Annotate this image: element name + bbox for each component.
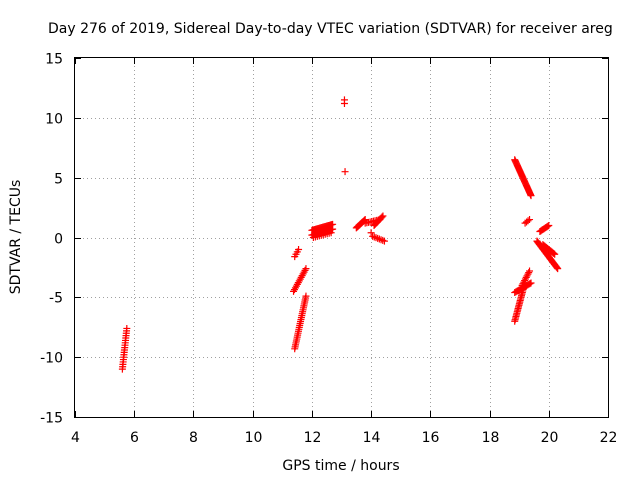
- x-tick-label: 20: [541, 430, 559, 446]
- data-point: [123, 324, 131, 332]
- x-tick-label: 18: [482, 430, 500, 446]
- data-point: [545, 222, 553, 230]
- data-point: [554, 265, 562, 273]
- data-point: [524, 217, 532, 225]
- data-point: [551, 250, 559, 258]
- y-tick-label: 0: [54, 232, 63, 248]
- data-point: [526, 216, 534, 224]
- data-point: [372, 234, 380, 242]
- y-tick-label: -10: [40, 351, 63, 367]
- data-point: [521, 275, 529, 283]
- y-tick-label: 5: [54, 172, 63, 188]
- chart-title: Day 276 of 2019, Sidereal Day-to-day VTE…: [48, 21, 613, 37]
- data-point: [302, 292, 310, 300]
- data-point: [302, 265, 310, 273]
- x-tick-label: 4: [71, 430, 80, 446]
- data-point: [329, 225, 337, 233]
- data-point: [375, 235, 383, 243]
- plot-frame: [74, 57, 609, 418]
- data-point: [380, 237, 388, 245]
- y-axis-title: SDTVAR / TECUs: [8, 180, 24, 295]
- tick-layer: [75, 58, 609, 418]
- y-tick-label: -5: [49, 291, 63, 307]
- y-tick-label: 10: [45, 112, 63, 128]
- data-point: [367, 229, 375, 237]
- x-tick-label: 22: [600, 430, 618, 446]
- y-tick-label: 15: [45, 52, 63, 68]
- y-tick-labels: -15 -10 -5 0 5 10 15: [40, 52, 63, 427]
- x-tick-labels: 4 6 8 10 12 14 16 18 20 22: [71, 430, 617, 446]
- data-point: [378, 213, 386, 221]
- data-point: [369, 232, 377, 240]
- y-tick-label: -15: [40, 411, 63, 427]
- data-point: [526, 280, 534, 288]
- data-point: [295, 245, 303, 253]
- x-axis-title: GPS time / hours: [282, 458, 399, 474]
- data-point: [526, 267, 534, 275]
- x-tick-label: 14: [363, 430, 381, 446]
- data-point: [525, 269, 533, 277]
- data-point: [523, 272, 531, 280]
- data-point: [553, 264, 561, 272]
- data-point: [377, 236, 385, 244]
- data-point: [544, 222, 552, 230]
- data-points: [118, 96, 562, 373]
- data-point: [527, 279, 535, 287]
- grid-layer: [75, 58, 608, 417]
- data-point: [521, 277, 529, 285]
- data-point: [370, 233, 378, 241]
- x-tick-label: 16: [422, 430, 440, 446]
- x-tick-label: 12: [304, 430, 322, 446]
- x-tick-label: 10: [245, 430, 263, 446]
- data-point: [341, 168, 349, 176]
- data-point: [552, 263, 560, 271]
- data-point: [550, 250, 558, 258]
- data-point: [522, 273, 530, 281]
- x-tick-label: 6: [130, 430, 139, 446]
- data-point: [520, 284, 528, 292]
- data-point: [379, 212, 387, 220]
- data-point: [340, 96, 348, 104]
- data-point: [524, 270, 532, 278]
- data-point: [379, 236, 387, 244]
- x-tick-label: 8: [189, 430, 198, 446]
- data-point: [327, 229, 335, 237]
- data-point: [527, 192, 535, 200]
- data-point: [374, 234, 382, 242]
